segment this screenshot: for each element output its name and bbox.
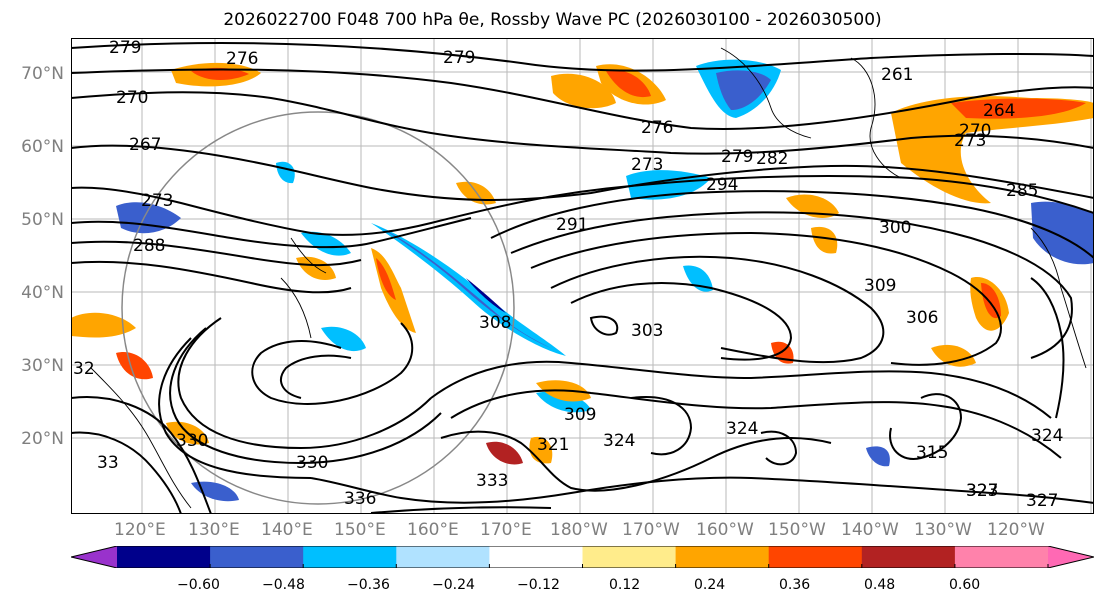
contour-label: 279 [443,48,475,68]
lon-label-130e: 130°E [188,520,240,540]
contour-label: 273 [631,155,663,175]
contour-label: 261 [881,65,913,85]
lon-label-130w: 130°W [914,520,972,540]
contour-label: 324 [603,431,635,451]
colorbar-tick-label: 0.60 [949,577,981,593]
contour-label: 264 [983,101,1015,121]
lat-label-30n: 30°N [21,356,64,376]
contour-label: 303 [631,321,663,341]
contour-label: 270 [959,121,991,141]
contour-label: 323 [966,481,998,501]
colorbar-tick-label: 0.24 [694,577,726,593]
contour-label: 315 [916,443,948,463]
lat-label-60n: 60°N [21,137,64,157]
colorbar-segment [861,546,956,568]
map-border [71,38,1094,514]
colorbar-tick-label: −0.36 [347,577,390,593]
contour-label: 279 [721,147,753,167]
colorbar-segment [675,546,770,568]
colorbar-segments [71,546,1094,568]
colorbar-segment [582,546,677,568]
lon-label-170e: 170°E [480,520,532,540]
colorbar-tick-label: −0.60 [177,577,220,593]
contour-label: 308 [479,313,511,333]
contour-label: 32 [73,359,95,379]
contour-label: 327 [966,481,998,501]
colorbar-segment [396,546,490,568]
lon-label-120w: 120°W [987,520,1045,540]
theta-e-map: 279 276 279 270 267 273 288 273 276 279 … [71,38,1094,514]
colorbar [71,546,1094,568]
contour-label: 309 [564,405,596,425]
colorbar-segment [954,546,1049,568]
lon-label-160e: 160°E [407,520,459,540]
contour-label: 330 [176,431,208,451]
contour-labels: 279 276 279 270 267 273 288 273 276 279 … [73,38,1063,511]
contour-label: 300 [879,218,911,238]
lat-label-20n: 20°N [21,429,64,449]
contour-label: 324 [1031,426,1063,446]
lat-label-40n: 40°N [21,283,64,303]
contour-label: 276 [226,49,258,69]
lon-label-150e: 150°E [334,520,386,540]
contour-label: 333 [476,471,508,491]
contour-label: 324 [726,419,758,439]
colorbar-tick-label: −0.24 [432,577,475,593]
contour-label: 276 [641,118,673,138]
lon-label-180w: 180°W [550,520,608,540]
colorbar-extend-min [71,546,117,568]
contour-label: 285 [1006,181,1038,201]
positive-anomaly-shading [71,62,1094,465]
contour-label: 279 [109,38,141,58]
contour-label: 309 [864,276,896,296]
contour-label: 291 [556,215,588,235]
contour-label: 33 [97,453,119,473]
colorbar-tick-label: −0.48 [262,577,305,593]
lon-label-150w: 150°W [768,520,826,540]
contour-label: 273 [141,191,173,211]
contour-label: 336 [344,489,376,509]
lon-label-140w: 140°W [841,520,899,540]
colorbar-tick-label: 0.12 [609,577,641,593]
lon-label-120e: 120°E [114,520,166,540]
lon-label-140e: 140°E [261,520,313,540]
contour-label: 330 [296,453,328,473]
contour-label: 321 [537,435,569,455]
colorbar-segment [117,546,211,568]
theta-e-contours [71,42,1094,514]
contour-label: 270 [116,88,148,108]
colorbar-segment [210,546,304,568]
colorbar-extend-max [1048,546,1094,568]
map-region-circle [121,111,515,505]
contour-label: 273 [954,131,986,151]
lon-label-170w: 170°W [622,520,680,540]
colorbar-segment [768,546,863,568]
contour-label: 306 [906,308,938,328]
contour-label: 267 [129,135,161,155]
colorbar-segment [303,546,397,568]
negative-anomaly-shading [116,59,1094,502]
colorbar-tick-marks [209,564,1049,568]
map-title: 2026022700 F048 700 hPa θe, Rossby Wave … [223,10,882,30]
lat-label-70n: 70°N [21,64,64,84]
contour-label: 288 [133,236,165,256]
colorbar-tick-label: −0.12 [517,577,560,593]
contour-label: 282 [756,149,788,169]
coastlines [90,47,1087,509]
colorbar-tick-label: 0.36 [779,577,811,593]
lon-label-160w: 160°W [696,520,754,540]
colorbar-segment [489,546,583,568]
colorbar-tick-label: 0.48 [864,577,896,593]
contour-label: 294 [706,175,738,195]
contour-label: 327 [1026,491,1058,511]
lat-label-50n: 50°N [21,210,64,230]
